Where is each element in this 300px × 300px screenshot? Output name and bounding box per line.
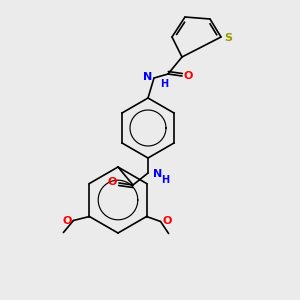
Text: S: S — [224, 33, 232, 43]
Text: O: O — [163, 217, 172, 226]
Text: H: H — [160, 79, 168, 89]
Text: O: O — [184, 71, 194, 81]
Text: N: N — [143, 72, 152, 82]
Text: O: O — [108, 177, 117, 187]
Text: N: N — [153, 169, 162, 179]
Text: O: O — [62, 215, 71, 226]
Text: H: H — [161, 175, 169, 185]
